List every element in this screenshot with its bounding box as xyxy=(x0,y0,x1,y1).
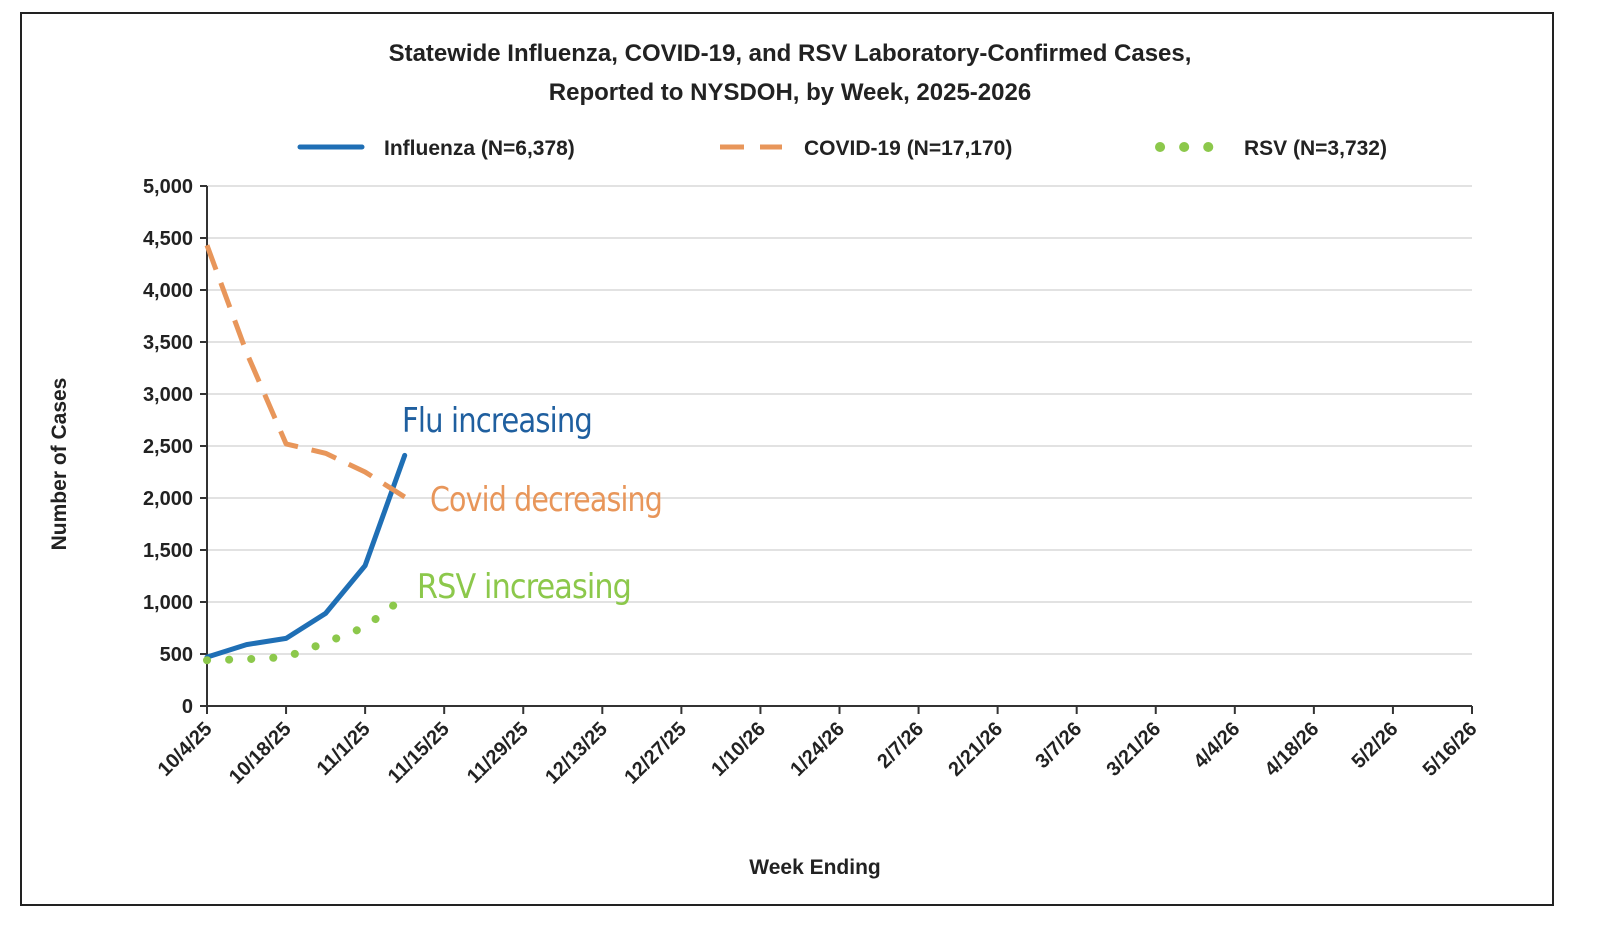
x-tick-label: 2/21/26 xyxy=(944,718,1007,781)
series-line-influenza xyxy=(204,452,408,660)
y-tick-label: 1,500 xyxy=(143,540,193,562)
x-tick-label: 3/7/26 xyxy=(1031,718,1086,773)
y-tick-label: 2,500 xyxy=(143,436,193,458)
legend: Influenza (N=6,378) COVID-19 (N=17,170) RS… xyxy=(297,137,1387,160)
x-tick-label: 11/15/25 xyxy=(384,718,454,788)
x-tick-label: 4/4/26 xyxy=(1189,718,1244,773)
x-tick-label: 10/4/25 xyxy=(154,718,217,781)
chart-subtitle: Reported to NYSDOH, by Week, 2025-2026 xyxy=(549,79,1031,106)
annotations: Flu increasing Covid decreasing RSV increa… xyxy=(402,401,663,607)
y-tick-label: 3,000 xyxy=(143,384,193,406)
x-tick-label: 11/29/25 xyxy=(463,718,533,788)
x-axis-title: Week Ending xyxy=(749,856,880,879)
legend-label-rsv: RSV (N=3,732) xyxy=(1244,137,1387,160)
y-tick-labels: 0 500 1,000 1,500 2,000 2,500 3,000 3,500 4,000 4… xyxy=(143,176,207,718)
series-lines xyxy=(203,244,409,665)
x-tick-labels: 10/4/25 10/18/25 11/1/25 11/15/25 11/29/25 12… xyxy=(154,706,1482,789)
x-tick-label: 1/24/26 xyxy=(786,718,849,781)
gridlines xyxy=(207,185,1472,655)
y-tick-label: 3,500 xyxy=(143,332,193,354)
annotation-flu: Flu increasing xyxy=(402,401,592,441)
x-tick-label: 2/7/26 xyxy=(873,718,928,773)
chart-frame: 0 500 1,000 1,500 2,000 2,500 3,000 3,500 4,000 4… xyxy=(20,12,1554,906)
x-tick-label: 4/18/26 xyxy=(1261,718,1324,781)
y-tick-label: 500 xyxy=(160,644,193,666)
series-line-covid19 xyxy=(204,244,407,500)
y-tick-label: 4,500 xyxy=(143,228,193,250)
x-tick-label: 5/2/26 xyxy=(1348,718,1403,773)
x-tick-label: 3/21/26 xyxy=(1103,718,1166,781)
x-tick-label: 10/18/25 xyxy=(225,718,296,789)
x-tick-label: 11/1/25 xyxy=(313,718,375,780)
y-tick-label: 2,000 xyxy=(143,488,193,510)
chart-title: Statewide Influenza, COVID-19, and RSV L… xyxy=(389,40,1192,67)
annotation-covid: Covid decreasing xyxy=(430,480,662,520)
y-tick-label: 4,000 xyxy=(143,280,193,302)
x-tick-label: 1/10/26 xyxy=(707,718,770,781)
legend-label-covid19: COVID-19 (N=17,170) xyxy=(804,137,1012,160)
y-axis-title: Number of Cases xyxy=(48,378,71,551)
x-tick-label: 12/13/25 xyxy=(541,718,612,789)
y-tick-label: 5,000 xyxy=(143,176,193,198)
chart-svg: 0 500 1,000 1,500 2,000 2,500 3,000 3,500 4,000 4… xyxy=(48,40,1482,879)
x-tick-label: 12/27/25 xyxy=(620,718,691,789)
x-tick-label: 5/16/26 xyxy=(1419,718,1482,781)
y-tick-label: 0 xyxy=(182,696,193,718)
y-tick-label: 1,000 xyxy=(143,592,193,614)
legend-label-influenza: Influenza (N=6,378) xyxy=(384,137,575,160)
annotation-rsv: RSV increasing xyxy=(417,567,631,607)
